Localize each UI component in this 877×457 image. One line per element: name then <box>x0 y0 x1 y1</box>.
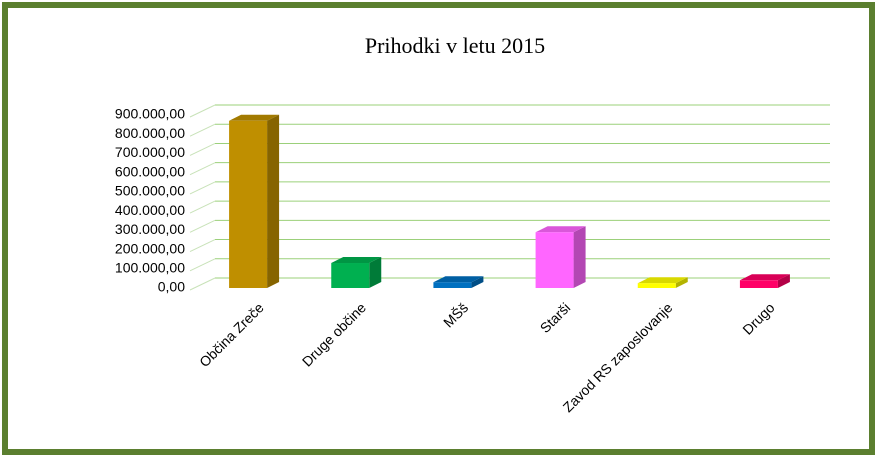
grid-line-side <box>189 142 216 156</box>
bar-top <box>739 274 790 281</box>
y-tick-label: 300.000,00 <box>115 221 185 237</box>
bar <box>739 280 778 288</box>
grid-line-side <box>189 200 216 214</box>
y-tick-label: 900.000,00 <box>115 106 185 122</box>
grid-line-side <box>189 123 216 137</box>
bar-side <box>369 257 382 288</box>
y-tick-label: 500.000,00 <box>115 183 185 199</box>
grid-line-side <box>189 181 216 195</box>
grid-line-side <box>189 258 216 272</box>
bar-top <box>229 114 280 121</box>
bar-side <box>573 226 586 288</box>
y-tick-label: 100.000,00 <box>115 259 185 275</box>
bar-top <box>433 276 484 283</box>
y-tick-label: 200.000,00 <box>115 240 185 256</box>
y-tick-label: 0,00 <box>158 279 185 295</box>
y-tick-label: 400.000,00 <box>115 202 185 218</box>
grid-line-side <box>189 104 216 118</box>
bar <box>331 263 370 288</box>
grid-line-side <box>189 277 216 291</box>
bar-top <box>637 277 688 284</box>
y-tick-label: 700.000,00 <box>115 144 185 160</box>
bar-top <box>331 257 382 264</box>
bar <box>433 282 472 288</box>
bar-side <box>267 114 280 289</box>
y-tick-label: 600.000,00 <box>115 163 185 179</box>
bar-side <box>471 276 484 288</box>
bar <box>229 120 268 289</box>
grid-line-side <box>189 219 216 233</box>
y-tick-label: 800.000,00 <box>115 125 185 141</box>
chart-title: Prihodki v letu 2015 <box>365 33 545 58</box>
bar-side <box>675 277 688 288</box>
bar-top <box>535 226 586 233</box>
bar <box>535 232 574 288</box>
bar <box>637 283 676 288</box>
grid-line-side <box>189 239 216 253</box>
grid-line-side <box>189 162 216 176</box>
bar-side <box>777 274 790 288</box>
